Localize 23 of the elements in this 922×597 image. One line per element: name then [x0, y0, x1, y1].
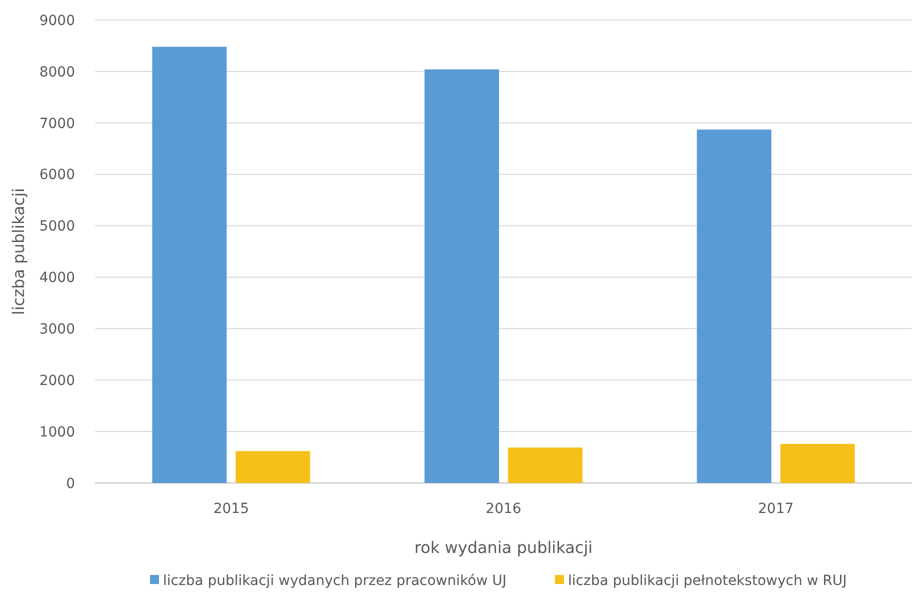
x-tick-label: 2015: [213, 501, 249, 517]
y-tick-label: 1000: [39, 424, 75, 440]
y-tick-label: 4000: [39, 270, 75, 286]
bar: [780, 444, 855, 483]
y-axis-title: liczba publikacji: [9, 188, 28, 315]
y-tick-label: 7000: [39, 116, 75, 132]
bar: [696, 130, 772, 483]
legend-label: liczba publikacji pełnotekstowych w RUJ: [568, 573, 847, 589]
x-tick-label: 2017: [758, 501, 794, 517]
bar: [508, 448, 582, 483]
y-tick-label: 9000: [39, 12, 75, 29]
y-tick-label: 6000: [39, 167, 75, 184]
x-tick-label: 2016: [486, 501, 522, 517]
y-tick-label: 3000: [39, 322, 75, 338]
y-tick-label: 2000: [39, 373, 75, 390]
y-tick-label: 8000: [39, 64, 75, 80]
bar: [236, 451, 310, 483]
legend-label: liczba publikacji wydanych przez pracowników UJ: [163, 573, 506, 589]
y-tick-label: 5000: [39, 218, 75, 235]
bar: [424, 69, 500, 483]
y-tick-label: 0: [66, 476, 75, 492]
x-axis-title: rok wydania publikacji: [414, 538, 593, 557]
bar: [152, 46, 227, 483]
